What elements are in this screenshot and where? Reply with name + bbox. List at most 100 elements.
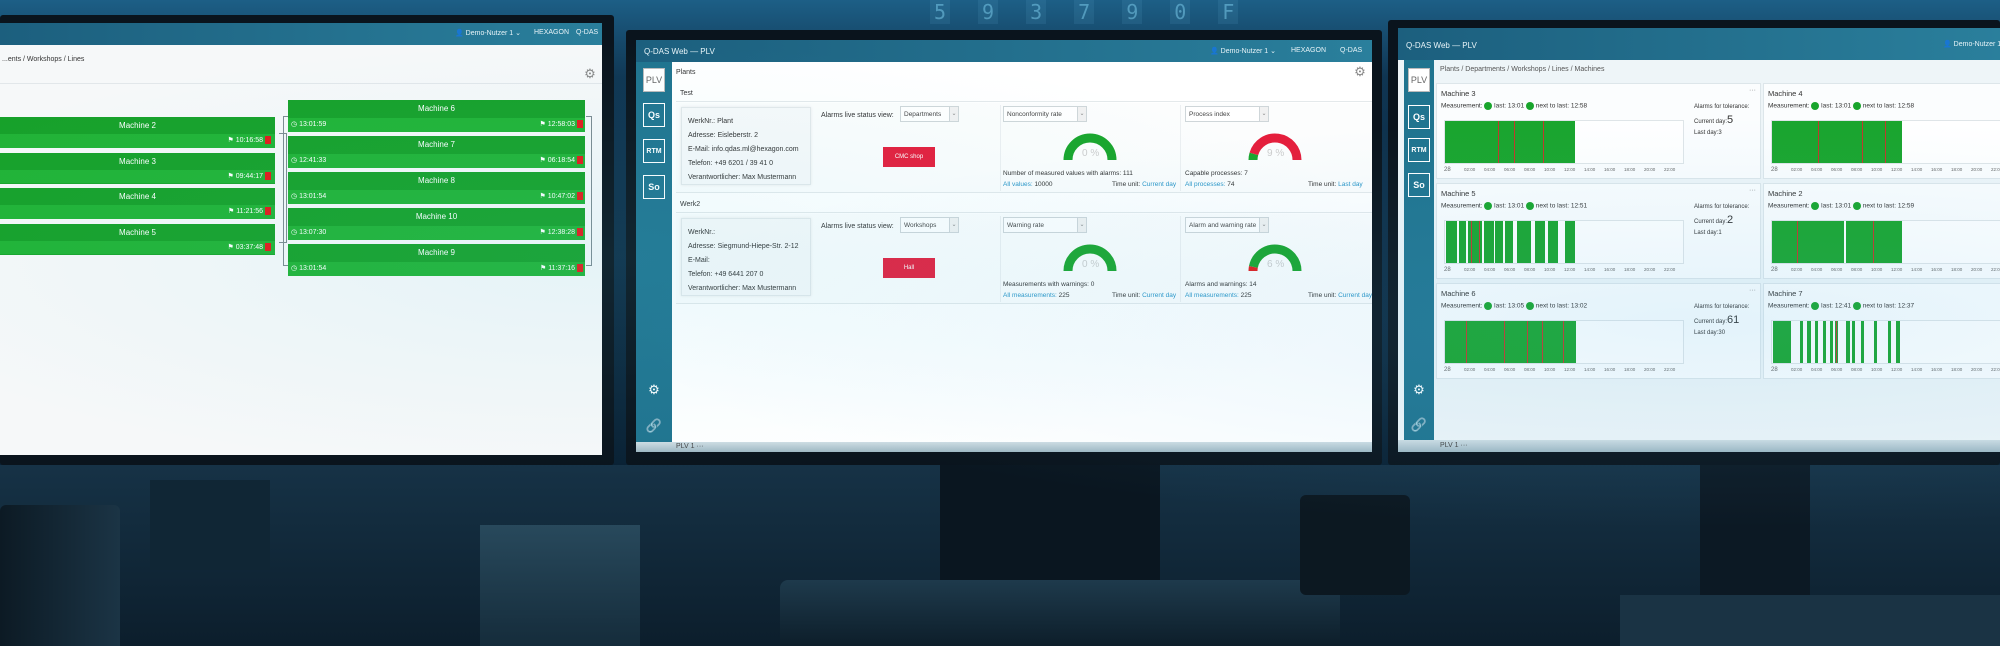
alarm-status-button[interactable]: CMC shop <box>883 147 935 167</box>
module-so[interactable]: So <box>1408 173 1430 197</box>
tab-plv1[interactable]: PLV 1 ··· <box>676 443 704 450</box>
machine-card[interactable]: Machine 2 ⚑ 10:16:58 <box>0 117 275 148</box>
machine-name: Machine 6 <box>1441 289 1476 298</box>
last-measurement: last: 12:41 <box>1821 302 1852 310</box>
chevron-down-icon: ⌄ <box>949 107 958 121</box>
divider <box>676 212 1372 213</box>
module-qs[interactable]: Qs <box>643 103 665 127</box>
axis-tick: 12:00 <box>1891 267 1903 272</box>
end-time-value: 03:37:48 <box>235 243 263 251</box>
start-time-value: 13:07:30 <box>299 228 327 236</box>
info-label: Telefon: <box>688 271 713 278</box>
breadcrumb[interactable]: ...ents / Workshops / Lines <box>2 56 85 63</box>
axis-tick: 28 <box>1771 267 1778 273</box>
breadcrumb[interactable]: Plants <box>676 69 696 76</box>
machine-card[interactable]: Machine 8 ◷ 13:01:54 ⚑ 10:47:02 <box>288 172 585 204</box>
app-title: Q-DAS Web — PLV <box>1406 41 1477 50</box>
time-unit-label: Time unit: <box>1112 292 1141 299</box>
gear-icon[interactable]: ⚙ <box>1413 382 1425 397</box>
machine-card[interactable]: Machine 6 ◷ 13:01:59 ⚑ 12:58:03 <box>288 100 585 132</box>
module-plv[interactable]: PLV <box>1408 68 1430 92</box>
panel-menu[interactable]: ··· <box>1749 287 1756 294</box>
current-day: Current day:61 <box>1694 314 1739 326</box>
user-menu[interactable]: 👤 Demo-Nutzer 1 ⌄ <box>455 30 521 37</box>
tab-plv1[interactable]: PLV 1 ··· <box>1440 442 1468 449</box>
panel-menu[interactable]: ··· <box>1749 87 1756 94</box>
gauge-rest-arc <box>1249 133 1302 161</box>
machine-name: Machine 5 <box>1441 189 1476 198</box>
tab-more[interactable]: ··· <box>696 443 704 450</box>
status-dot <box>1811 102 1820 110</box>
machine-card[interactable]: Machine 10 ◷ 13:07:30 ⚑ 12:38:28 <box>288 208 585 240</box>
axis-tick: 14:00 <box>1911 267 1923 272</box>
machine-card[interactable]: Machine 3 ⚑ 09:44:17 <box>0 152 275 184</box>
module-rtm[interactable]: RTM <box>643 139 665 163</box>
app-header: Q-DAS Web — PLV 👤 Demo-Nutzer 1 <box>1398 28 2000 60</box>
plant-title: Werk2 <box>680 201 701 208</box>
gauge-metric-select[interactable]: Process index ⌄ <box>1185 106 1269 122</box>
module-qs[interactable]: Qs <box>1408 105 1430 129</box>
left-screen: 👤 Demo-Nutzer 1 ⌄ HEXAGON Q-DAS ...ents … <box>0 23 602 455</box>
info-value: Max Mustermann <box>742 285 797 292</box>
gauge-total-label: All measurements: <box>1003 292 1057 299</box>
alarms-view-select[interactable]: Workshops ⌄ <box>900 217 959 233</box>
axis-tick: 06:00 <box>1831 167 1843 172</box>
measurement-segment <box>1830 321 1833 363</box>
measurement-timeline <box>1771 120 2000 164</box>
info-row: Telefon: +49 6201 / 39 41 0 <box>688 160 773 167</box>
start-time: ◷ 13:01:54 <box>291 192 326 200</box>
module-rtm[interactable]: RTM <box>1408 138 1430 162</box>
info-value: +49 6201 / 39 41 0 <box>714 160 774 167</box>
start-time: ◷ 13:01:54 <box>291 264 326 272</box>
gear-icon[interactable]: ⚙ <box>1354 64 1366 79</box>
gear-icon[interactable]: ⚙ <box>584 66 596 81</box>
axis-tick: 16:00 <box>1604 167 1616 172</box>
machine-panel: Machine 3 ··· Measurement: last: 13:01 nex… <box>1436 83 1761 179</box>
time-unit-value[interactable]: Current day <box>1142 181 1177 188</box>
machine-card[interactable]: Machine 4 ⚑ 11:21:56 <box>0 188 275 219</box>
time-unit-value[interactable]: Current day <box>1142 292 1177 299</box>
time-unit-value[interactable]: Current day <box>1338 292 1372 299</box>
speaker <box>150 480 270 570</box>
axis-tick: 10:00 <box>1871 367 1883 372</box>
module-so[interactable]: So <box>643 175 665 199</box>
last-day-value: 30 <box>1718 330 1726 336</box>
machine-card[interactable]: Machine 9 ◷ 13:01:54 ⚑ 11:37:16 <box>288 244 585 276</box>
machine-name: Machine 10 <box>288 208 585 226</box>
user-name: Demo-Nutzer 1 <box>465 30 514 37</box>
end-time: ⚑ 06:18:54 <box>540 155 583 164</box>
alarm-indicator <box>265 136 271 145</box>
machine-panel: Machine 6 ··· Measurement: last: 13:05 nex… <box>1436 283 1761 379</box>
measurement-segment <box>1846 321 1850 363</box>
time-unit-value[interactable]: Last day <box>1338 181 1363 188</box>
clock-icon: ◷ <box>291 192 300 200</box>
gauge-metric-select[interactable]: Nonconformity rate ⌄ <box>1003 106 1087 122</box>
end-time-value: 10:16:58 <box>235 137 263 145</box>
breadcrumb[interactable]: Plants / Departments / Workshops / Lines… <box>1440 66 1605 73</box>
link-icon[interactable]: 🔗 <box>645 418 663 433</box>
last-day: Last day:30 <box>1694 330 1725 336</box>
module-plv[interactable]: PLV <box>643 68 665 92</box>
middle-screen: Q-DAS Web — PLV 👤 Demo-Nutzer 1 ⌄ HEXAGO… <box>636 40 1372 452</box>
machine-card[interactable]: Machine 5 ⚑ 03:37:48 <box>0 223 275 255</box>
measurement-row: Measurement: last: 13:01 next to last: 1… <box>1768 102 1914 110</box>
machine-card[interactable]: Machine 7 ◷ 12:41:33 ⚑ 06:18:54 <box>288 136 585 168</box>
machine-name: Machine 9 <box>288 244 585 262</box>
user-menu[interactable]: 👤 Demo-Nutzer 1 ⌄ <box>1210 48 1276 55</box>
axis-tick: 04:00 <box>1484 367 1496 372</box>
alarms-view-label: Alarms live status view: <box>821 112 894 119</box>
link-icon[interactable]: 🔗 <box>1410 417 1428 432</box>
gauge-label: 0 % <box>1082 259 1100 270</box>
user-menu[interactable]: 👤 Demo-Nutzer 1 <box>1943 41 2000 48</box>
alarms-view-select[interactable]: Departments ⌄ <box>900 106 959 122</box>
gear-icon[interactable]: ⚙ <box>648 382 660 397</box>
panel-menu[interactable]: ··· <box>1749 187 1756 194</box>
gauge-metric-select[interactable]: Alarm and warning rate ⌄ <box>1185 217 1269 233</box>
gauge-metric-select[interactable]: Warning rate ⌄ <box>1003 217 1087 233</box>
machine-name: Machine 7 <box>1768 289 1803 298</box>
chevron-down-icon: ⌄ <box>949 218 958 232</box>
next-to-last-measurement: next to last: 13:02 <box>1535 302 1588 310</box>
tab-more[interactable]: ··· <box>1460 442 1468 449</box>
gauge-count: Alarms and warnings: 14 <box>1185 281 1257 288</box>
alarm-status-button[interactable]: Hall <box>883 258 935 278</box>
